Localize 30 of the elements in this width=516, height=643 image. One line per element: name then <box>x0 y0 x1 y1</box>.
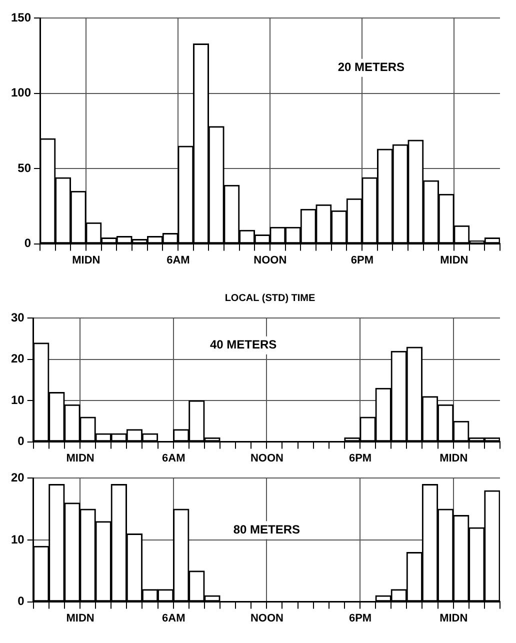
y-tick-label: 10 <box>10 532 25 546</box>
x-tick-label: 6AM <box>162 452 186 464</box>
y-tick-label: 50 <box>18 160 32 175</box>
annotation: 40 METERS <box>210 338 277 352</box>
x-axis-title: LOCAL (STD) TIME <box>224 292 316 304</box>
x-tick-label: 6PM <box>348 612 372 624</box>
x-tick-label: MIDN <box>440 254 468 266</box>
y-tick-label: 0 <box>18 434 25 448</box>
y-tick-label: 20 <box>10 470 25 485</box>
y-tick-label: 100 <box>10 86 32 100</box>
x-tick-label: MIDN <box>440 452 468 464</box>
annotation: 80 METERS <box>233 522 300 536</box>
y-tick-label: 150 <box>10 10 32 25</box>
annotation: 20 METERS <box>338 60 405 74</box>
x-tick-label: 6AM <box>166 254 190 266</box>
x-tick-label: MIDN <box>66 612 94 624</box>
x-tick-label: NOON <box>250 452 284 464</box>
x-tick-label: 6PM <box>350 254 374 266</box>
x-tick-label: NOON <box>254 254 287 266</box>
y-tick-label: 0 <box>18 594 25 608</box>
x-tick-label: MIDN <box>66 452 94 464</box>
x-tick-label: MIDN <box>440 612 468 624</box>
y-tick-label: 10 <box>10 392 25 407</box>
x-tick-label: 6AM <box>162 612 186 624</box>
y-tick-label: 20 <box>10 352 25 366</box>
x-tick-label: NOON <box>250 612 284 624</box>
x-tick-label: 6PM <box>348 452 372 464</box>
y-tick-label: 0 <box>24 236 32 250</box>
x-tick-label: MIDN <box>72 254 100 266</box>
y-tick-label: 30 <box>10 310 25 325</box>
